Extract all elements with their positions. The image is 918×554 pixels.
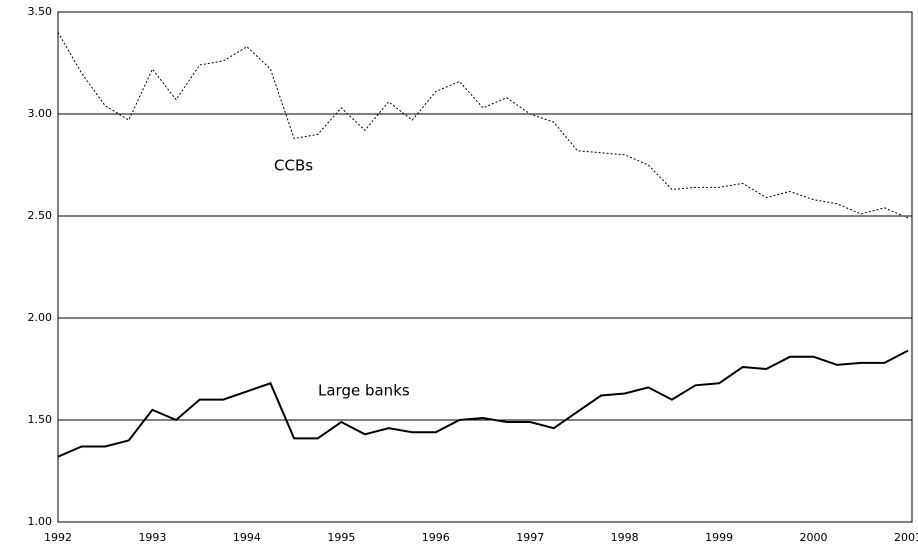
y-tick-label: 1.00 [28, 515, 53, 528]
series-line [57, 349, 909, 458]
x-tick-label: 2001 [894, 531, 918, 544]
x-tick-label: 1994 [233, 531, 261, 544]
x-tick-label: 1997 [516, 531, 544, 544]
y-tick-label: 3.50 [28, 5, 53, 18]
x-tick-label: 1998 [611, 531, 639, 544]
y-tick-label: 1.50 [28, 413, 53, 426]
series-label: Large banks [318, 382, 410, 400]
x-tick-label: 1996 [422, 531, 450, 544]
x-tick-label: 1992 [44, 531, 72, 544]
x-tick-label: 1999 [705, 531, 733, 544]
x-tick-label: 1993 [138, 531, 166, 544]
x-tick-label: 1995 [327, 531, 355, 544]
series-label: CCBs [274, 157, 313, 175]
plot-frame [57, 11, 913, 523]
y-tick-label: 3.00 [28, 107, 53, 120]
x-tick-label: 2000 [800, 531, 828, 544]
series-line [57, 32, 909, 219]
y-tick-label: 2.50 [28, 209, 53, 222]
y-tick-label: 2.00 [28, 311, 53, 324]
